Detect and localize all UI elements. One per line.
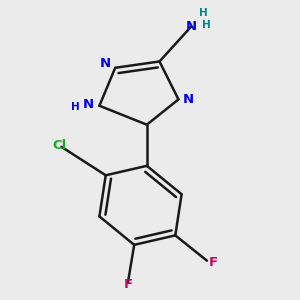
Text: N: N [83,98,94,111]
Text: H: H [71,102,80,112]
Text: N: N [185,20,197,33]
Text: N: N [100,56,111,70]
Text: H: H [199,8,208,18]
Text: N: N [182,93,194,106]
Text: F: F [209,256,218,269]
Text: Cl: Cl [53,139,67,152]
Text: H: H [202,20,211,30]
Text: F: F [123,278,132,291]
